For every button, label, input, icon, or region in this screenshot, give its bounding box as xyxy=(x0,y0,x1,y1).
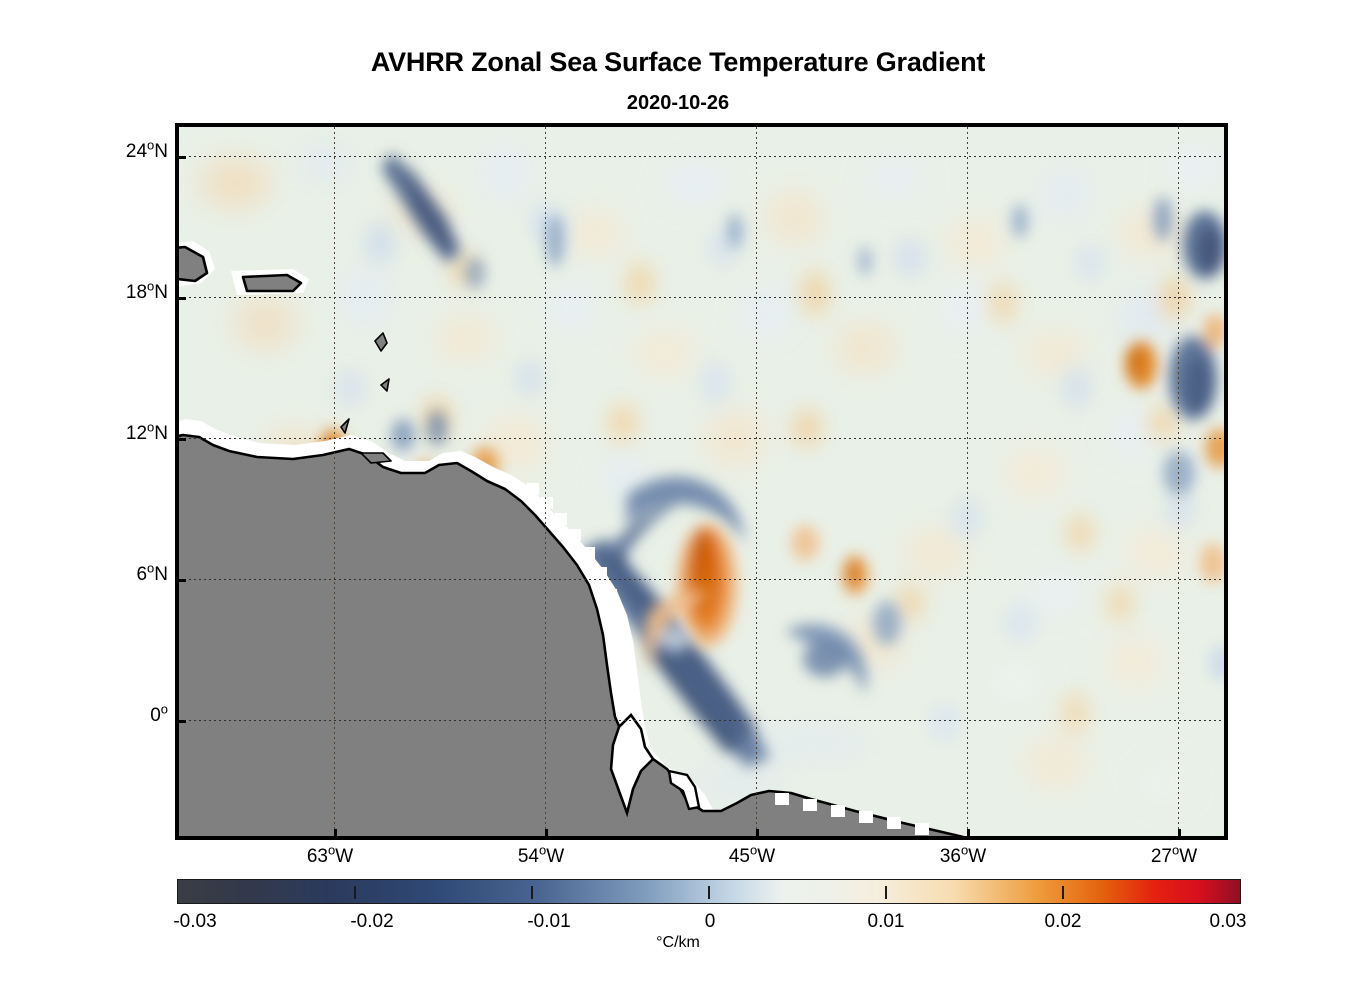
xtick-label-63w: 63oW xyxy=(306,842,354,868)
xtick-label-36w: 36oW xyxy=(939,842,987,868)
colorbar-label--0.03-text: -0.03 xyxy=(173,911,217,932)
xtick-label-45w: 45oW xyxy=(728,842,776,868)
colorbar-label--0.01-text: -0.01 xyxy=(527,911,571,932)
colorbar-tick-0.01 xyxy=(885,886,887,899)
land-polygons xyxy=(179,245,965,836)
coast-pixel-mask xyxy=(527,483,929,835)
colorbar-label-0.02: 0.02 xyxy=(1045,911,1082,933)
ytick-12n xyxy=(175,438,186,441)
colorbar-tick--0.02 xyxy=(354,886,356,899)
colorbar-label--0.03: -0.03 xyxy=(173,911,216,933)
xtick-label-54w: 54oW xyxy=(517,842,565,868)
ytick-label-6n: 6oN xyxy=(136,560,168,586)
xtick-27w xyxy=(1178,829,1181,840)
colorbar xyxy=(177,879,1241,904)
sst-gradient-field xyxy=(179,127,1224,836)
xtick-36w xyxy=(967,829,970,840)
colorbar-label--0.01: -0.01 xyxy=(527,911,570,933)
xtick-63w xyxy=(334,829,337,840)
ytick-label-18n-text: 18oN xyxy=(125,278,168,303)
colorbar-label-0-text: 0 xyxy=(704,911,716,932)
colorbar-tick-0.02 xyxy=(1062,886,1064,899)
colorbar-label-0: 0 xyxy=(705,911,716,933)
colorbar-label-0.01-text: 0.01 xyxy=(867,911,905,932)
map-plot-area xyxy=(179,127,1224,836)
map-axes xyxy=(175,123,1228,840)
colorbar-label-0.02-text: 0.02 xyxy=(1044,911,1082,932)
xtick-label-36w-text: 36oW xyxy=(939,842,987,867)
xtick-label-27w-text: 27oW xyxy=(1150,842,1198,867)
colorbar-label-0.03-text: 0.03 xyxy=(1209,911,1247,932)
ytick-18n xyxy=(175,297,186,300)
ytick-label-24n: 24oN xyxy=(125,137,168,163)
colorbar-label--0.02: -0.02 xyxy=(350,911,393,933)
colorbar-label-0.01: 0.01 xyxy=(868,911,905,933)
xtick-label-63w-text: 63oW xyxy=(306,842,354,867)
chart-title: AVHRR Zonal Sea Surface Temperature Grad… xyxy=(370,47,986,77)
para-estuary-notch xyxy=(667,769,701,811)
ytick-6n xyxy=(175,579,186,582)
ytick-24n xyxy=(175,156,186,159)
ytick-label-12n: 12oN xyxy=(125,419,168,445)
colorbar-tick-0 xyxy=(708,886,710,899)
xtick-45w xyxy=(756,829,759,840)
chart-subtitle: 2020-10-26 xyxy=(626,92,730,114)
amazon-delta-notch xyxy=(609,712,655,818)
ytick-label-24n-text: 24oN xyxy=(125,137,168,162)
xtick-label-27w: 27oW xyxy=(1150,842,1198,868)
colorbar-unit-label: °C/km xyxy=(656,934,700,951)
ytick-label-12n-text: 12oN xyxy=(125,419,168,444)
colorbar-tick--0.01 xyxy=(531,886,533,899)
colorbar-label-0.03: 0.03 xyxy=(1210,911,1247,933)
ytick-label-0: 0o xyxy=(150,701,168,727)
xtick-label-54w-text: 54oW xyxy=(517,842,565,867)
xtick-label-45w-text: 45oW xyxy=(728,842,776,867)
xtick-54w xyxy=(545,829,548,840)
ytick-0 xyxy=(175,720,186,723)
colorbar-label--0.02-text: -0.02 xyxy=(350,911,394,932)
ytick-label-6n-text: 6oN xyxy=(136,560,168,585)
ytick-label-18n: 18oN xyxy=(125,278,168,304)
ytick-label-0-text: 0o xyxy=(150,701,168,726)
